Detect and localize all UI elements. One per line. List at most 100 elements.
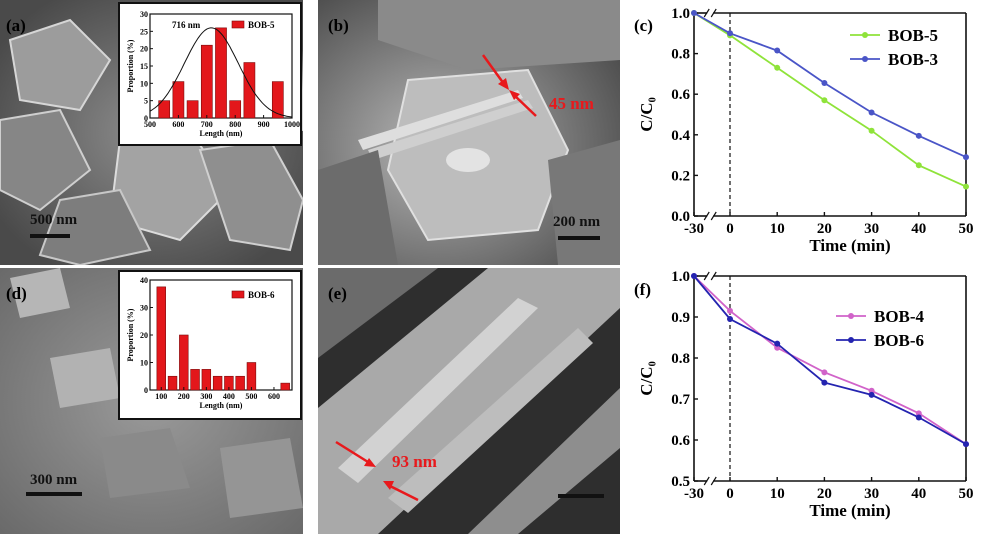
y-tick-label: 5 <box>144 97 148 106</box>
legend-swatch <box>231 20 245 29</box>
x-tick-label: 400 <box>223 392 235 401</box>
data-point-bob-4 <box>821 369 828 376</box>
data-point-bob-3 <box>821 80 828 87</box>
y-tick-label: 15 <box>140 62 148 71</box>
legend-label-bob-5: BOB-5 <box>888 26 938 45</box>
scale-bar-d <box>26 492 82 496</box>
histogram-bar <box>215 27 227 119</box>
histogram-bar <box>186 100 199 119</box>
axis-break-mark <box>703 271 710 281</box>
y-tick-label: 40 <box>140 276 148 285</box>
data-point-bob-5 <box>868 127 875 134</box>
legend-label: BOB-5 <box>248 20 275 30</box>
gaussian-fit-curve <box>149 27 293 118</box>
histogram-bar <box>158 100 171 119</box>
data-point-bob-4 <box>774 344 781 351</box>
x-tick-label: 40 <box>911 221 926 237</box>
legend-label-bob-3: BOB-3 <box>888 50 938 69</box>
y-tick-label: 0.0 <box>671 209 690 225</box>
y-tick-label: 1.0 <box>671 6 690 22</box>
histogram-bar <box>190 369 200 391</box>
histogram-chart-d: 100 200 300 400 500 600 0 10 20 30 40 Length (nm) Pr… <box>126 276 293 410</box>
x-tick-label: 500 <box>144 120 156 129</box>
x-tick-label: 200 <box>178 392 190 401</box>
x-tick-label: 700 <box>201 120 213 129</box>
scale-bar-b <box>558 236 600 240</box>
legend-label: BOB-6 <box>248 290 275 300</box>
x-tick-label: 100 <box>155 392 167 401</box>
histogram-chart-a: 500 600 700 800 900 1000 0 5 10 15 20 25 30 Length (n… <box>126 10 300 138</box>
x-tick-label: 800 <box>229 120 241 129</box>
axis-break-mark <box>710 271 717 281</box>
histogram-bar <box>271 81 284 119</box>
series-line-bob-4 <box>693 275 967 445</box>
y-tick-label: 25 <box>140 27 148 36</box>
x-tick-label: -30 <box>684 221 704 237</box>
thickness-arrows-e <box>335 440 419 502</box>
data-point-bob-4 <box>915 410 922 417</box>
histogram-inset-d: 100 200 300 400 500 600 0 10 20 30 40 Length (nm) Pr… <box>118 270 302 420</box>
data-point-bob-6 <box>727 316 733 323</box>
scale-bar-label-b: 200 nm <box>553 214 601 230</box>
scale-bar-label-d: 300 nm <box>30 472 78 488</box>
histogram-bar <box>179 334 189 391</box>
data-point-bob-5 <box>915 162 922 169</box>
legend-label-bob-6: BOB-6 <box>874 331 924 350</box>
histogram-bar <box>201 369 212 391</box>
y-tick-label: 0.7 <box>671 392 690 408</box>
axis-break-mark <box>703 8 710 18</box>
panel-label-b: (b) <box>328 16 349 35</box>
panel-label-e: (e) <box>328 284 347 303</box>
panel-label-a: (a) <box>6 16 26 35</box>
y-tick-label: 10 <box>140 359 148 368</box>
y-axis-label: C/C₀ <box>637 97 656 131</box>
x-axis-label: Length (nm) <box>200 129 243 138</box>
scale-bar-label-a: 500 nm <box>30 212 78 228</box>
y-axis-label: C/C₀ <box>637 361 656 395</box>
thickness-label-b: 45 nm <box>549 94 594 113</box>
data-point-bob-5 <box>963 183 969 190</box>
x-tick-label: 50 <box>959 486 974 502</box>
data-point-bob-4 <box>868 387 875 394</box>
y-tick-label: 20 <box>140 45 148 54</box>
histogram-bar <box>167 375 178 391</box>
x-tick-label: 600 <box>268 392 280 401</box>
scale-bar-e <box>558 494 604 498</box>
data-point-bob-3 <box>774 47 781 54</box>
line-chart-c: -30 0 10 20 30 40 50 0.0 0.2 0.4 0.6 0.8 1.0 Time (mi… <box>637 6 974 255</box>
y-tick-label: 0.2 <box>671 168 690 184</box>
y-tick-label: 0.9 <box>671 310 690 326</box>
y-tick-label: 30 <box>140 304 148 313</box>
histogram-bar <box>243 62 256 119</box>
y-tick-label: 0 <box>144 386 148 395</box>
panel-label-c: (c) <box>634 16 653 35</box>
scale-bar-a <box>30 234 70 238</box>
y-axis-label: Proportion (%) <box>126 308 135 361</box>
legend-swatch <box>231 290 245 299</box>
panel-label-f: (f) <box>634 280 651 299</box>
data-point-bob-6 <box>821 379 828 386</box>
axis-break-mark <box>710 211 717 221</box>
histogram-bar <box>156 286 166 391</box>
histogram-bar <box>235 375 245 391</box>
panel-label-d: (d) <box>6 284 27 303</box>
data-point-bob-3 <box>963 154 969 161</box>
data-point-bob-6 <box>915 414 922 421</box>
thickness-label-e: 93 nm <box>392 452 437 471</box>
data-point-bob-5 <box>774 64 781 71</box>
y-tick-label: 0.4 <box>671 128 690 144</box>
x-tick-label: 0 <box>726 486 734 502</box>
y-tick-label: 0.6 <box>671 87 690 103</box>
histogram-bar <box>172 81 185 119</box>
data-point-bob-3 <box>691 10 697 16</box>
data-point-bob-5 <box>821 97 828 104</box>
y-tick-label: 1.0 <box>671 269 690 285</box>
sem-panel-d: (d) 300 nm 100 200 300 400 500 600 0 10 20 30 40 Le… <box>0 268 303 534</box>
legend-marker-bob-6 <box>848 337 854 343</box>
histogram-bar <box>280 382 290 391</box>
histogram-bar <box>212 375 223 391</box>
x-tick-label: 300 <box>200 392 212 401</box>
legend-marker-bob-4 <box>848 313 854 319</box>
x-tick-label: 20 <box>817 486 832 502</box>
x-tick-label: 20 <box>817 221 832 237</box>
